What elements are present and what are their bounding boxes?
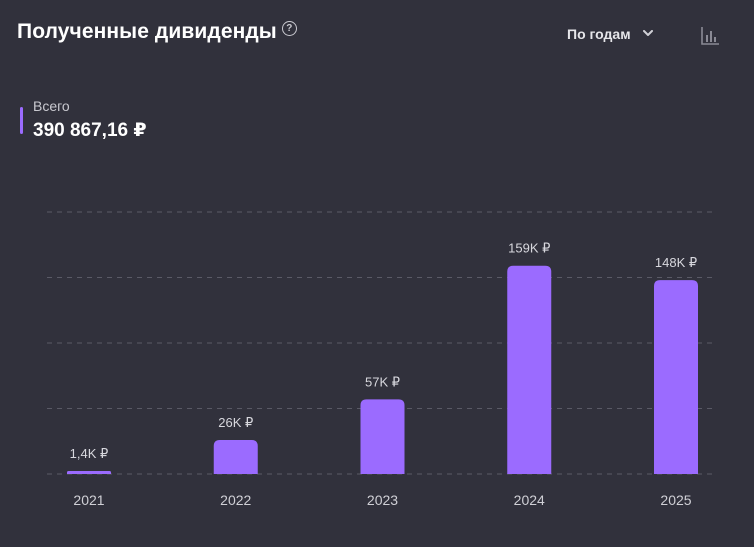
chart-header: Полученные дивиденды ?: [17, 20, 297, 44]
period-dropdown[interactable]: По годам: [567, 26, 653, 42]
x-label-2022: 2022: [220, 492, 251, 508]
chart-x-labels: 2021 2022 2023 2024 2025: [73, 492, 691, 508]
bar-2025[interactable]: [654, 280, 698, 474]
value-label-2021: 1,4K ₽: [70, 446, 109, 461]
x-label-2021: 2021: [73, 492, 104, 508]
total-value: 390 867,16 ₽: [33, 120, 147, 141]
bar-2022[interactable]: [213, 439, 258, 474]
bar-2024[interactable]: [507, 265, 552, 474]
chevron-down-icon: [642, 29, 653, 36]
x-label-2024: 2024: [514, 492, 545, 508]
x-label-2025: 2025: [660, 492, 691, 508]
value-label-2024: 159K ₽: [508, 241, 550, 256]
value-label-2023: 57K ₽: [365, 374, 400, 389]
value-label-2025: 148K ₽: [655, 255, 697, 270]
chart-type-button[interactable]: [700, 26, 720, 51]
x-label-2023: 2023: [367, 492, 398, 508]
bar-2021[interactable]: [67, 471, 111, 474]
period-dropdown-label: По годам: [567, 26, 631, 42]
total-label: Всего: [33, 98, 70, 114]
chart-bars: [67, 265, 698, 474]
bar-chart-icon: [701, 27, 719, 45]
total-summary: Всего 390 867,16 ₽: [20, 98, 147, 142]
bar-2023[interactable]: [360, 399, 405, 474]
chart-title: Полученные дивиденды: [17, 20, 277, 43]
chart-value-labels: 1,4K ₽ 26K ₽ 57K ₽ 159K ₽ 148K ₽: [70, 241, 697, 461]
value-label-2022: 26K ₽: [218, 415, 253, 430]
question-circle-icon[interactable]: ?: [281, 21, 297, 36]
total-marker: [20, 107, 23, 134]
